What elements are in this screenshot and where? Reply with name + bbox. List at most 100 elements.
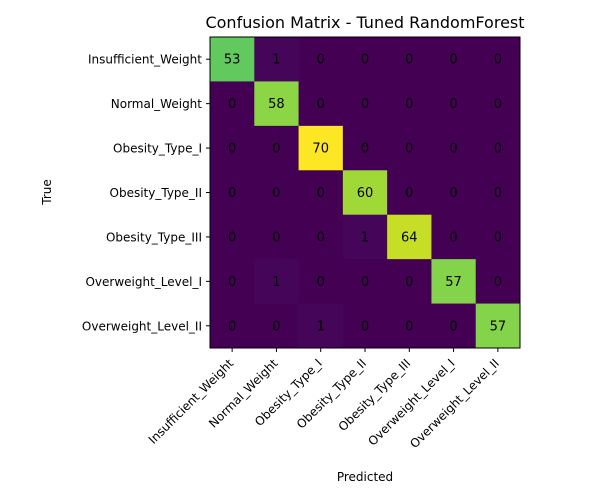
heatmap-cell-r2-c2	[298, 125, 344, 171]
cell-value-label: 57	[490, 319, 507, 334]
cell-value-label: 0	[228, 230, 236, 245]
cell-value-label: 0	[449, 230, 457, 245]
heatmap-cell-r0-c5	[431, 37, 477, 82]
cell-value-label: 0	[405, 142, 413, 157]
cell-value-label: 0	[228, 142, 236, 157]
heatmap-cell-r2-c0	[210, 125, 255, 171]
heatmap-cell-r6-c0	[210, 303, 255, 349]
x-axis-label: Predicted	[337, 470, 393, 484]
heatmap-cell-r6-c1	[254, 303, 299, 349]
cell-value-label: 0	[272, 230, 280, 245]
x-tick-label: Overweight_Level_II	[407, 356, 502, 451]
heatmap-cell-r6-c2	[298, 303, 344, 349]
heatmap-cell-r3-c0	[210, 170, 255, 216]
cell-value-label: 0	[405, 275, 413, 290]
cell-value-label: 0	[228, 186, 236, 201]
heatmap-cell-r6-c6	[475, 303, 521, 349]
heatmap-cell-r5-c6	[475, 259, 521, 304]
cell-value-label: 0	[361, 97, 369, 112]
heatmap-cell-r6-c4	[387, 303, 432, 349]
cell-value-label: 0	[228, 97, 236, 112]
cell-value-label: 70	[312, 142, 329, 157]
cell-value-label: 0	[228, 275, 236, 290]
cell-value-label: 0	[228, 319, 236, 334]
cell-value-label: 1	[317, 319, 325, 334]
x-tick-label: Insufficient_Weight	[146, 356, 237, 447]
cell-value-label: 0	[272, 186, 280, 201]
heatmap-cell-r5-c4	[387, 259, 432, 304]
cell-value-label: 0	[317, 97, 325, 112]
heatmap-cell-r0-c1	[254, 37, 299, 82]
cell-value-label: 0	[449, 53, 457, 68]
y-tick-label: Overweight_Level_II	[82, 319, 202, 333]
heatmap-cell-r5-c0	[210, 259, 255, 304]
heatmap-cell-r1-c6	[475, 81, 521, 127]
heatmap-cell-r5-c1	[254, 259, 299, 304]
x-tick-label: Overweight_Level_I	[365, 356, 457, 448]
cell-value-label: 0	[405, 319, 413, 334]
cell-value-label: 0	[317, 230, 325, 245]
cell-value-label: 0	[272, 142, 280, 157]
heatmap-cell-r3-c2	[298, 170, 344, 216]
cell-value-label: 0	[317, 275, 325, 290]
heatmap-cell-r5-c2	[298, 259, 344, 304]
heatmap-cell-r3-c6	[475, 170, 521, 216]
heatmap-cell-r0-c3	[342, 37, 388, 82]
heatmap-cell-r4-c0	[210, 214, 255, 260]
cell-value-label: 0	[405, 53, 413, 68]
heatmap-cell-r6-c3	[342, 303, 388, 349]
y-tick-label: Obesity_Type_I	[113, 142, 202, 156]
heatmap-cell-r1-c1	[254, 81, 299, 127]
heatmap-cell-r1-c2	[298, 81, 344, 127]
cell-value-label: 0	[494, 97, 502, 112]
heatmap-cell-r4-c3	[342, 214, 388, 260]
heatmap-cell-r5-c3	[342, 259, 388, 304]
cell-value-label: 0	[405, 97, 413, 112]
heatmap-cell-r2-c1	[254, 125, 299, 171]
cell-value-label: 1	[272, 53, 280, 68]
heatmap-cell-r0-c6	[475, 37, 521, 82]
heatmap-cell-r2-c4	[387, 125, 432, 171]
cell-value-label: 53	[224, 53, 241, 68]
cell-value-label: 64	[401, 230, 418, 245]
cell-value-label: 0	[494, 230, 502, 245]
cell-value-label: 0	[494, 186, 502, 201]
heatmap-cell-r4-c1	[254, 214, 299, 260]
cell-value-label: 0	[449, 142, 457, 157]
heatmap-cell-r2-c5	[431, 125, 477, 171]
cell-value-label: 0	[494, 53, 502, 68]
heatmap-cell-r3-c4	[387, 170, 432, 216]
x-axis: Insufficient_WeightNormal_WeightObesity_…	[146, 348, 502, 451]
heatmap-cell-r3-c3	[342, 170, 388, 216]
cell-value-label: 57	[445, 275, 462, 290]
cell-value-label: 0	[449, 97, 457, 112]
heatmap-cell-r5-c5	[431, 259, 477, 304]
heatmap-cell-r2-c3	[342, 125, 388, 171]
cell-value-label: 0	[361, 53, 369, 68]
cell-value-label: 1	[272, 275, 280, 290]
heatmap-cell-r6-c5	[431, 303, 477, 349]
heatmap-cell-r1-c4	[387, 81, 432, 127]
cell-value-label: 0	[449, 319, 457, 334]
y-axis-label: True	[40, 179, 54, 206]
heatmap-cell-r4-c4	[387, 214, 432, 260]
heatmap-cell-r1-c3	[342, 81, 388, 127]
cell-value-label: 1	[361, 230, 369, 245]
chart-title: Confusion Matrix - Tuned RandomForest	[205, 13, 524, 32]
heatmap-cell-r1-c0	[210, 81, 255, 127]
cell-value-label: 0	[449, 186, 457, 201]
heatmap-cell-r0-c0	[210, 37, 255, 82]
y-tick-label: Overweight_Level_I	[85, 275, 202, 289]
heatmap-cell-r1-c5	[431, 81, 477, 127]
cell-value-label: 60	[357, 186, 374, 201]
heatmap-cell-r0-c2	[298, 37, 344, 82]
cell-value-label: 0	[317, 53, 325, 68]
heatmap-cell-r4-c5	[431, 214, 477, 260]
cell-labels: 53 1 0 0 0 0 0 0 58 0 0 0 0 0 0 0 70 0 0 0 0 0 0 0 60 0 0 0 0 0 0 1 64 0 0…	[224, 53, 506, 335]
cell-value-label: 0	[494, 142, 502, 157]
heatmap-cell-r4-c6	[475, 214, 521, 260]
heatmap-cell-r2-c6	[475, 125, 521, 171]
y-tick-label: Obesity_Type_II	[110, 186, 202, 200]
